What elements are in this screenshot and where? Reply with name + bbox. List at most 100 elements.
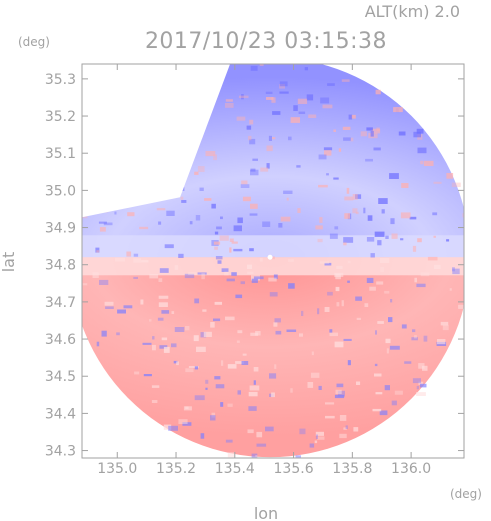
echo-speckle xyxy=(214,231,219,235)
echo-speckle xyxy=(123,305,133,309)
echo-speckle xyxy=(380,267,385,273)
echo-speckle xyxy=(341,79,350,82)
echo-speckle xyxy=(96,250,100,253)
echo-speckle xyxy=(290,388,293,393)
no-echo-se xyxy=(380,347,464,458)
echo-speckle xyxy=(194,395,205,401)
echo-speckle xyxy=(418,363,425,369)
echo-speckle xyxy=(355,211,359,215)
echo-speckle xyxy=(269,292,278,297)
echo-speckle xyxy=(400,238,404,241)
echo-speckle xyxy=(334,341,344,348)
chart-title: 2017/10/23 03:15:38 xyxy=(145,29,387,54)
y-tick-label: 34.5 xyxy=(45,369,76,385)
echo-speckle xyxy=(384,385,390,391)
echo-speckle xyxy=(99,279,109,285)
echo-speckle xyxy=(433,235,436,238)
echo-speckle xyxy=(437,339,446,345)
echo-speckle xyxy=(451,182,461,187)
echo-speckle xyxy=(199,187,204,191)
echo-speckle xyxy=(356,381,361,385)
echo-speckle xyxy=(279,81,288,87)
echo-speckle xyxy=(394,390,403,395)
echo-speckle xyxy=(233,225,242,232)
echo-speckle xyxy=(126,251,132,257)
x-unit-label: (deg) xyxy=(450,487,482,501)
echo-speckle xyxy=(250,65,258,71)
x-tick-label: 135.2 xyxy=(156,461,196,477)
echo-speckle xyxy=(372,408,382,412)
echo-speckle xyxy=(242,353,247,356)
echo-speckle xyxy=(272,111,281,115)
echo-speckle xyxy=(423,160,434,166)
echo-speckle xyxy=(205,387,208,390)
echo-speckle xyxy=(320,97,330,104)
echo-speckle xyxy=(355,194,362,199)
echo-speckle xyxy=(376,281,384,285)
echo-speckle xyxy=(379,258,390,264)
echo-speckle xyxy=(338,148,342,152)
echo-speckle xyxy=(393,107,403,113)
echo-speckle xyxy=(201,273,205,280)
echo-speckle xyxy=(347,260,351,264)
echo-speckle xyxy=(211,203,216,209)
echo-speckle xyxy=(432,212,438,216)
echo-speckle xyxy=(197,166,205,172)
echo-speckle xyxy=(350,137,354,142)
echo-speckle xyxy=(220,216,223,220)
echo-speckle xyxy=(210,322,215,328)
echo-speckle xyxy=(189,221,193,225)
echo-speckle xyxy=(318,385,322,390)
y-tick-label: 34.7 xyxy=(45,295,76,311)
echo-speckle xyxy=(317,308,320,315)
echo-speckle xyxy=(214,246,218,250)
echo-speckle xyxy=(317,238,323,243)
echo-speckle xyxy=(376,127,380,132)
echo-speckle xyxy=(446,239,450,242)
echo-speckle xyxy=(377,321,384,324)
echo-speckle xyxy=(293,105,298,111)
echo-speckle xyxy=(241,94,244,100)
echo-speckle xyxy=(364,303,369,307)
echo-speckle xyxy=(251,453,258,458)
echo-speckle xyxy=(227,403,233,407)
echo-speckle xyxy=(326,173,329,176)
echo-speckle xyxy=(225,99,233,102)
echo-speckle xyxy=(174,265,179,270)
echo-speckle xyxy=(158,278,163,282)
echo-speckle xyxy=(193,335,199,342)
echo-speckle xyxy=(416,283,426,288)
echo-speckle xyxy=(210,415,216,421)
echo-speckle xyxy=(378,198,388,204)
echo-speckle xyxy=(140,299,144,305)
echo-speckle xyxy=(256,431,263,438)
x-axis-ticks: 135.0 135.2 135.4 135.6 135.8 136.0 xyxy=(97,64,431,477)
echo-speckle xyxy=(149,319,152,322)
echo-speckle xyxy=(197,272,207,275)
echo-speckle xyxy=(409,216,417,220)
near-zero-band-north xyxy=(82,235,464,258)
echo-speckle xyxy=(213,154,217,161)
echo-speckle xyxy=(215,384,225,389)
y-tick-label: 35.0 xyxy=(45,183,76,199)
echo-speckle xyxy=(164,244,174,249)
echo-speckle xyxy=(352,208,358,214)
echo-speckle xyxy=(188,272,197,275)
y-tick-label: 35.3 xyxy=(45,72,76,88)
echo-speckle xyxy=(176,361,179,366)
echo-speckle xyxy=(158,295,169,299)
echo-speckle xyxy=(412,378,421,384)
echo-speckle xyxy=(174,327,185,332)
echo-speckle xyxy=(159,345,168,349)
echo-speckle xyxy=(345,425,348,429)
echo-speckle xyxy=(133,276,138,279)
echo-speckle xyxy=(288,283,295,289)
echo-speckle xyxy=(311,351,314,356)
echo-speckle xyxy=(319,261,330,264)
echo-speckle xyxy=(184,273,195,279)
echo-speckle xyxy=(308,114,317,118)
echo-speckle xyxy=(205,379,209,384)
echo-speckle xyxy=(375,392,383,395)
echo-speckle xyxy=(225,316,235,321)
